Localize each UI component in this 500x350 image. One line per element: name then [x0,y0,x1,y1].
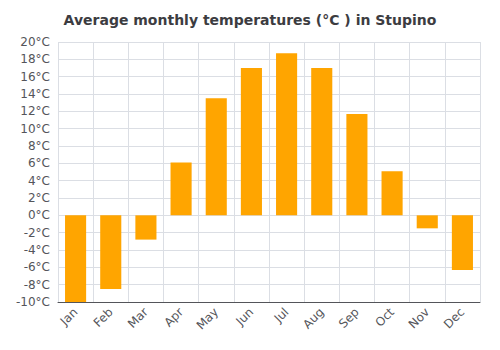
svg-text:Apr: Apr [161,305,186,330]
svg-text:Mar: Mar [125,305,151,331]
svg-text:Oct: Oct [372,305,397,330]
svg-text:Aug: Aug [300,305,326,331]
svg-text:May: May [194,305,221,332]
svg-text:Jul: Jul [271,305,292,326]
svg-text:-4°C: -4°C [24,243,50,257]
svg-text:Nov: Nov [406,305,432,331]
svg-text:Jun: Jun [233,305,257,329]
svg-text:-10°C: -10°C [16,295,50,309]
svg-text:-6°C: -6°C [24,260,50,274]
svg-text:Jan: Jan [57,305,81,329]
svg-text:2°C: 2°C [28,191,50,205]
svg-text:10°C: 10°C [20,122,50,136]
svg-text:Feb: Feb [91,305,116,330]
svg-text:16°C: 16°C [20,70,50,84]
svg-text:8°C: 8°C [28,139,50,153]
svg-text:12°C: 12°C [20,104,50,118]
svg-text:0°C: 0°C [28,208,50,222]
svg-text:Average monthly temperatures (: Average monthly temperatures (°C ) in St… [64,12,437,28]
svg-text:20°C: 20°C [20,35,50,49]
svg-text:Dec: Dec [441,305,467,331]
svg-text:-8°C: -8°C [24,278,50,292]
svg-text:14°C: 14°C [20,87,50,101]
svg-text:6°C: 6°C [28,156,50,170]
svg-text:Sep: Sep [336,305,362,331]
svg-text:18°C: 18°C [20,52,50,66]
svg-text:4°C: 4°C [28,174,50,188]
svg-text:-2°C: -2°C [24,226,50,240]
